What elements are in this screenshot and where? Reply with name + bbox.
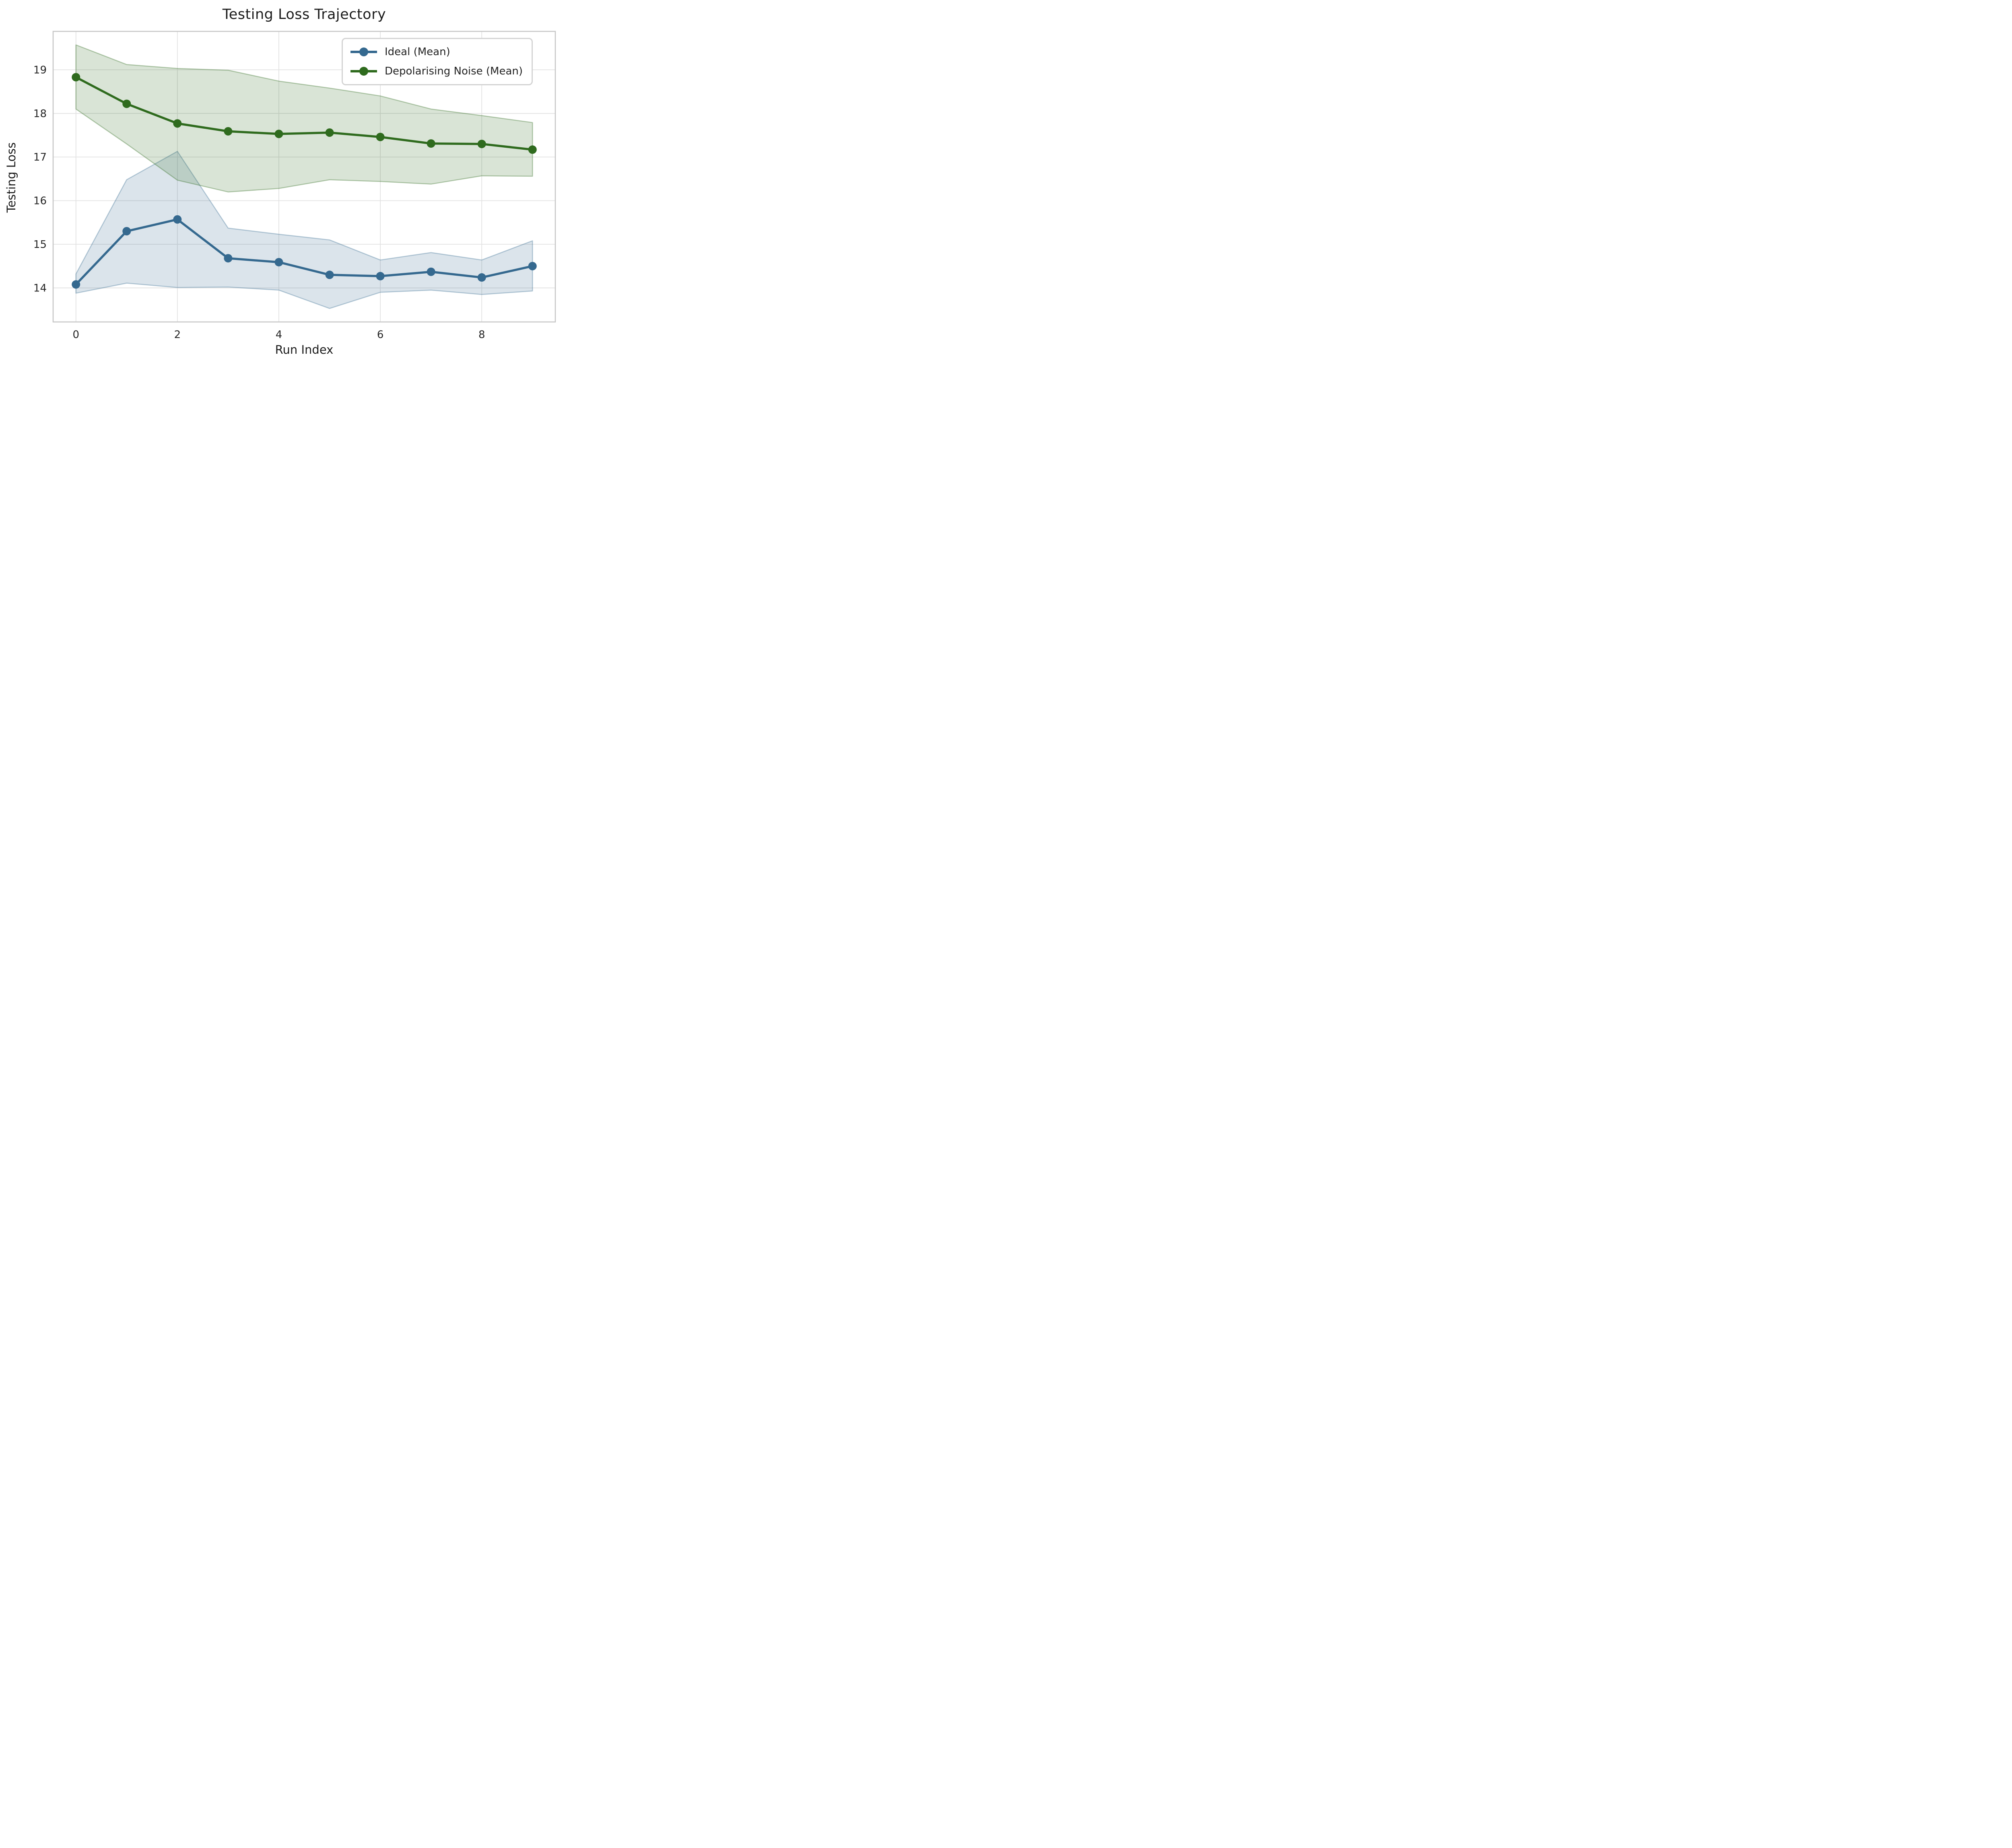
data-point-marker-1 — [122, 99, 131, 108]
y-tick-label: 19 — [33, 64, 47, 76]
data-point-marker-0 — [72, 280, 80, 289]
data-point-marker-0 — [427, 267, 435, 276]
data-point-marker-1 — [72, 73, 80, 82]
y-tick-label: 17 — [33, 151, 47, 163]
y-tick-label: 18 — [33, 108, 47, 120]
legend-label-depolarising: Depolarising Noise (Mean) — [385, 65, 523, 77]
data-point-marker-1 — [528, 145, 537, 154]
data-point-marker-1 — [224, 127, 233, 136]
data-point-marker-0 — [274, 258, 283, 266]
data-point-marker-1 — [274, 130, 283, 138]
data-point-marker-1 — [173, 119, 182, 128]
y-tick-label: 14 — [33, 282, 47, 294]
data-point-marker-0 — [325, 270, 334, 279]
data-point-marker-0 — [376, 272, 385, 280]
legend-item-depolarising: Depolarising Noise (Mean) — [349, 63, 523, 79]
legend-label-ideal: Ideal (Mean) — [385, 46, 450, 58]
axes-spines — [52, 31, 556, 323]
data-point-marker-0 — [122, 227, 131, 236]
x-tick-label: 8 — [478, 329, 485, 341]
y-tick-label: 16 — [33, 195, 47, 207]
data-point-marker-0 — [477, 273, 486, 282]
x-tick-label: 4 — [276, 329, 282, 341]
data-point-marker-1 — [325, 128, 334, 137]
confidence-band-1 — [75, 44, 533, 193]
x-tick-label: 6 — [377, 329, 384, 341]
data-point-marker-1 — [427, 139, 435, 148]
mean-line-1 — [74, 76, 534, 151]
data-point-marker-0 — [173, 215, 182, 224]
data-point-marker-0 — [528, 262, 537, 270]
legend-item-ideal: Ideal (Mean) — [349, 44, 523, 60]
data-point-marker-0 — [224, 254, 233, 263]
legend-marker-ideal-icon — [350, 47, 377, 56]
x-axis-label: Run Index — [275, 343, 334, 357]
x-tick-label: 2 — [174, 329, 181, 341]
legend: Ideal (Mean) Depolarising Noise (Mean) — [342, 38, 533, 85]
confidence-band-0 — [75, 151, 533, 309]
x-tick-label: 0 — [72, 329, 79, 341]
y-tick-label: 15 — [33, 239, 47, 251]
y-axis-label: Testing Loss — [4, 142, 18, 213]
figure: 0 2 4 6 8 14 15 16 17 18 19 Testing Loss Trajector… — [0, 0, 564, 369]
data-point-marker-1 — [477, 140, 486, 148]
mean-line-0 — [74, 218, 534, 286]
chart-title: Testing Loss Trajectory — [222, 6, 386, 23]
legend-marker-depolarising-icon — [350, 67, 377, 76]
data-point-marker-1 — [376, 132, 385, 141]
